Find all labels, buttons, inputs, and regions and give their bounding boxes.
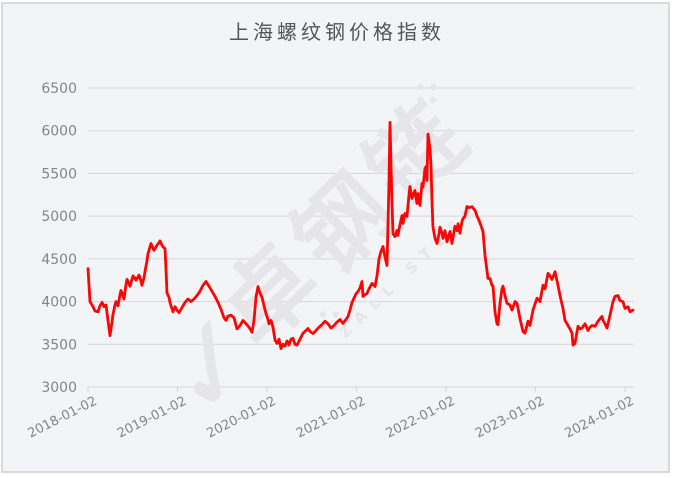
y-axis-tick-label: 6500 — [41, 81, 77, 97]
y-axis-tick-label: 5500 — [41, 166, 77, 182]
y-axis-tick-label: 3500 — [41, 337, 77, 353]
x-axis-tick-label: 2022-01-02 — [383, 394, 457, 442]
y-axis-tick-label: 4000 — [41, 295, 77, 311]
watermark-dot — [430, 83, 437, 91]
y-axis-tick-label: 4500 — [41, 252, 77, 268]
x-axis-tick-label: 2023-01-02 — [473, 394, 547, 442]
x-axis-tick-label: 2024-01-02 — [562, 394, 636, 442]
y-axis-tick-label: 6000 — [41, 124, 77, 140]
y-axis-tick-label: 5000 — [41, 209, 77, 225]
watermark-dot — [319, 311, 327, 318]
y-axis-tick-label: 3000 — [41, 380, 77, 396]
watermark-dot — [332, 311, 340, 318]
watermark-dot — [429, 96, 437, 104]
x-axis-tick-label: 2018-01-02 — [25, 394, 99, 442]
chart-title: 上海螺纹钢价格指数 — [229, 20, 445, 44]
chart-panel — [1, 2, 670, 473]
price-line — [86, 121, 635, 351]
x-axis-tick-label: 2021-01-02 — [294, 394, 368, 442]
watermark-dot — [417, 83, 424, 91]
watermark-dot — [417, 96, 424, 103]
